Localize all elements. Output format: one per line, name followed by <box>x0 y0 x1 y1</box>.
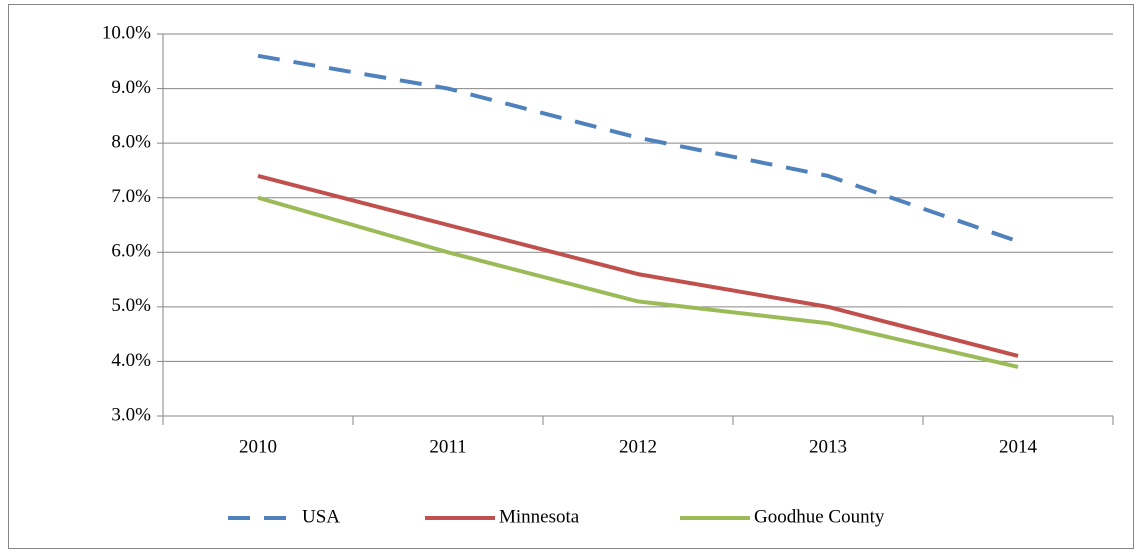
y-tick-label: 5.0% <box>111 295 151 316</box>
legend-label: Minnesota <box>499 506 580 527</box>
y-tick-label: 6.0% <box>111 241 151 262</box>
y-tick-label: 7.0% <box>111 186 151 207</box>
legend-label: USA <box>302 506 340 527</box>
legend-label: Goodhue County <box>754 506 885 527</box>
y-tick-label: 10.0% <box>102 22 151 43</box>
line-series <box>257 173 1019 358</box>
y-tick-label: 4.0% <box>111 350 151 371</box>
y-tick-label: 8.0% <box>111 132 151 153</box>
x-tick-label: 2014 <box>999 436 1038 457</box>
x-tick-label: 2012 <box>619 436 657 457</box>
y-tick-label: 9.0% <box>111 77 151 98</box>
x-tick-label: 2011 <box>429 436 466 457</box>
chart-border <box>8 4 1134 549</box>
x-tick-label: 2010 <box>239 436 277 457</box>
x-tick-label: 2013 <box>809 436 847 457</box>
line-series <box>257 195 1019 369</box>
line-series <box>257 53 1019 244</box>
y-tick-label: 3.0% <box>111 404 151 425</box>
